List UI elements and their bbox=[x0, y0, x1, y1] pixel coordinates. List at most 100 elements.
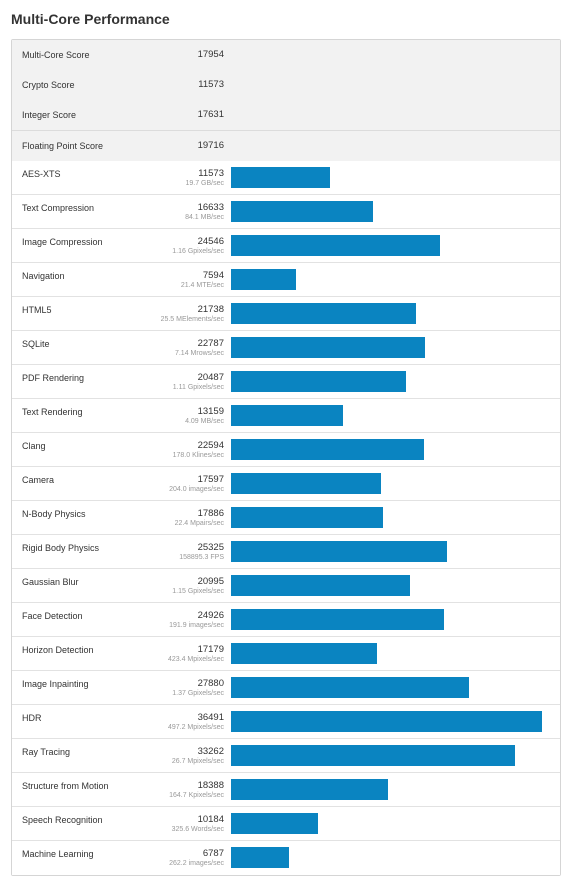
benchmark-name: Navigation bbox=[22, 270, 65, 281]
score-bar bbox=[231, 336, 425, 358]
score-bar bbox=[231, 744, 515, 766]
benchmark-name: Ray Tracing bbox=[22, 746, 71, 757]
score-bar bbox=[231, 812, 318, 834]
score-bar bbox=[231, 438, 424, 460]
score-bar bbox=[231, 404, 343, 426]
benchmark-throughput: 22.4 Mpairs/sec bbox=[174, 519, 224, 527]
summary-name: Integer Score bbox=[22, 110, 77, 121]
score-bar bbox=[231, 302, 416, 324]
benchmark-row: Horizon Detection 17179 423.4 Mpixels/sec bbox=[12, 636, 560, 671]
summary-score: 11573 bbox=[198, 79, 224, 91]
benchmark-throughput: 1.11 Gpixels/sec bbox=[172, 383, 224, 391]
benchmark-score: 7594 bbox=[202, 269, 224, 281]
benchmark-row: Face Detection 24926 191.9 images/sec bbox=[12, 602, 560, 637]
benchmark-score: 21738 bbox=[197, 303, 224, 315]
score-bar bbox=[231, 472, 381, 494]
summary-row: Multi-Core Score 17954 bbox=[12, 40, 560, 71]
benchmark-score: 16633 bbox=[197, 201, 224, 213]
benchmark-name: AES-XTS bbox=[22, 168, 61, 179]
benchmark-row: HTML5 21738 25.5 MElements/sec bbox=[12, 296, 560, 331]
score-bar bbox=[231, 642, 377, 664]
benchmark-throughput: 178.0 Klines/sec bbox=[172, 451, 224, 459]
benchmark-score: 20995 bbox=[197, 575, 224, 587]
score-bar bbox=[231, 676, 469, 698]
benchmark-score: 36491 bbox=[197, 711, 224, 723]
benchmark-name: Rigid Body Physics bbox=[22, 542, 100, 553]
benchmark-score: 27880 bbox=[197, 677, 224, 689]
benchmark-row: Gaussian Blur 20995 1.15 Gpixels/sec bbox=[12, 568, 560, 603]
benchmark-throughput: 191.9 images/sec bbox=[169, 621, 224, 629]
score-bar bbox=[231, 234, 440, 256]
benchmark-throughput: 25.5 MElements/sec bbox=[160, 315, 224, 323]
benchmark-row: Clang 22594 178.0 Klines/sec bbox=[12, 432, 560, 467]
benchmark-name: Face Detection bbox=[22, 610, 83, 621]
benchmark-score: 17886 bbox=[197, 507, 224, 519]
benchmark-row: Camera 17597 204.0 images/sec bbox=[12, 466, 560, 501]
benchmark-throughput: 262.2 images/sec bbox=[169, 859, 224, 867]
benchmark-throughput: 7.14 Mrows/sec bbox=[174, 349, 224, 357]
benchmark-name: PDF Rendering bbox=[22, 372, 85, 383]
benchmark-score: 17179 bbox=[197, 643, 224, 655]
summary-row: Floating Point Score 19716 bbox=[12, 130, 560, 162]
benchmark-throughput: 1.15 Gpixels/sec bbox=[172, 587, 224, 595]
summary-score: 17631 bbox=[197, 109, 224, 121]
benchmark-throughput: 26.7 Mpixels/sec bbox=[171, 757, 224, 765]
benchmark-throughput: 204.0 images/sec bbox=[169, 485, 224, 493]
benchmark-score: 6787 bbox=[202, 847, 224, 859]
benchmark-row: Navigation 7594 21.4 MTE/sec bbox=[12, 262, 560, 297]
benchmark-throughput: 19.7 GB/sec bbox=[185, 179, 224, 187]
score-bar bbox=[231, 506, 383, 528]
summary-row: Integer Score 17631 bbox=[12, 100, 560, 132]
summary-name: Crypto Score bbox=[22, 80, 75, 91]
benchmark-score: 13159 bbox=[197, 405, 224, 417]
benchmark-row: N-Body Physics 17886 22.4 Mpairs/sec bbox=[12, 500, 560, 535]
score-bar bbox=[231, 608, 444, 630]
benchmark-throughput: 423.4 Mpixels/sec bbox=[167, 655, 224, 663]
benchmark-score: 10184 bbox=[197, 813, 224, 825]
benchmark-name: HDR bbox=[22, 712, 42, 723]
benchmark-name: Camera bbox=[22, 474, 55, 485]
benchmark-row: Speech Recognition 10184 325.6 Words/sec bbox=[12, 806, 560, 841]
benchmark-throughput: 325.6 Words/sec bbox=[171, 825, 224, 833]
benchmark-name: Gaussian Blur bbox=[22, 576, 79, 587]
score-bar bbox=[231, 200, 373, 222]
benchmark-score: 18388 bbox=[197, 779, 224, 791]
results-table: Multi-Core Score 17954 Crypto Score 11573 In… bbox=[11, 39, 561, 876]
benchmark-score: 25325 bbox=[197, 541, 224, 553]
benchmark-row: Structure from Motion 18388 164.7 Kpixels/… bbox=[12, 772, 560, 807]
benchmark-row: Text Rendering 13159 4.09 MB/sec bbox=[12, 398, 560, 433]
benchmark-row: Ray Tracing 33262 26.7 Mpixels/sec bbox=[12, 738, 560, 773]
benchmark-score: 24546 bbox=[197, 235, 224, 247]
benchmark-throughput: 158895.3 FPS bbox=[179, 553, 224, 561]
benchmark-score: 33262 bbox=[197, 745, 224, 757]
benchmark-score: 11573 bbox=[198, 167, 224, 179]
benchmark-row: Text Compression 16633 84.1 MB/sec bbox=[12, 194, 560, 229]
benchmark-throughput: 1.37 Gpixels/sec bbox=[172, 689, 224, 697]
benchmark-row: HDR 36491 497.2 Mpixels/sec bbox=[12, 704, 560, 739]
page-title: Multi-Core Performance bbox=[11, 11, 170, 27]
benchmark-name: Machine Learning bbox=[22, 848, 94, 859]
score-bar bbox=[231, 846, 289, 868]
benchmark-row: Rigid Body Physics 25325 158895.3 FPS bbox=[12, 534, 560, 569]
score-bar bbox=[231, 540, 447, 562]
benchmark-name: Image Compression bbox=[22, 236, 103, 247]
summary-name: Floating Point Score bbox=[22, 140, 104, 151]
benchmark-row: SQLite 22787 7.14 Mrows/sec bbox=[12, 330, 560, 365]
benchmark-score: 20487 bbox=[197, 371, 224, 383]
benchmark-throughput: 1.16 Gpixels/sec bbox=[172, 247, 224, 255]
benchmark-score: 24926 bbox=[197, 609, 224, 621]
benchmark-score: 22594 bbox=[197, 439, 224, 451]
benchmark-name: Image Inpainting bbox=[22, 678, 89, 689]
benchmark-name: Speech Recognition bbox=[22, 814, 103, 825]
benchmark-throughput: 497.2 Mpixels/sec bbox=[167, 723, 224, 731]
summary-score: 17954 bbox=[197, 49, 224, 60]
benchmark-row: AES-XTS 11573 19.7 GB/sec bbox=[12, 160, 560, 195]
benchmark-name: Horizon Detection bbox=[22, 644, 94, 655]
benchmark-name: Structure from Motion bbox=[22, 780, 109, 791]
benchmark-throughput: 84.1 MB/sec bbox=[185, 213, 224, 221]
benchmark-name: Text Rendering bbox=[22, 406, 83, 417]
benchmark-score: 17597 bbox=[197, 473, 224, 485]
benchmark-name: SQLite bbox=[22, 338, 50, 349]
benchmark-row: PDF Rendering 20487 1.11 Gpixels/sec bbox=[12, 364, 560, 399]
benchmark-name: HTML5 bbox=[22, 304, 52, 315]
